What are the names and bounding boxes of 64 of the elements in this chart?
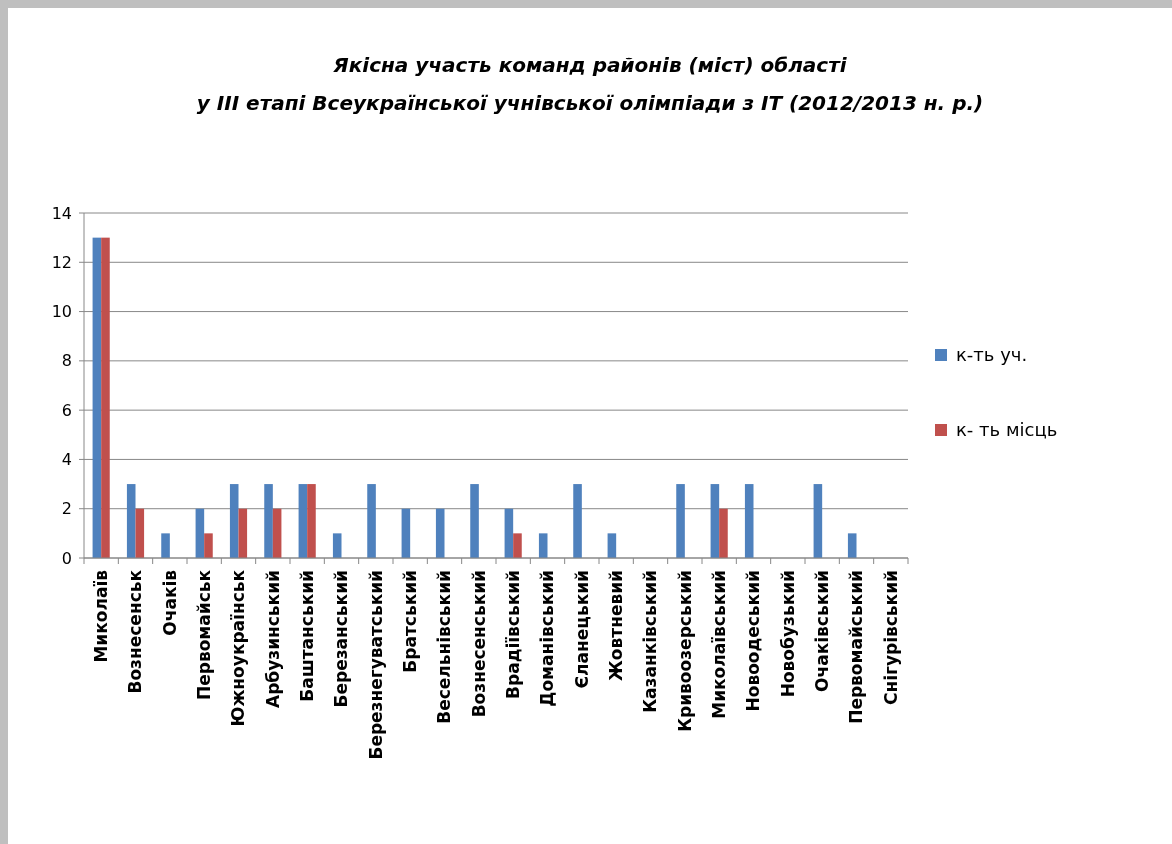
x-tick-label: Врадіївський <box>503 570 524 699</box>
y-tick-label: 4 <box>61 450 72 470</box>
bar <box>135 508 145 558</box>
x-tick-label: Братський <box>400 570 421 673</box>
bar <box>504 508 514 558</box>
bar <box>513 533 522 558</box>
bar <box>229 484 239 558</box>
x-tick-label: Очаківський <box>812 570 833 692</box>
bar <box>307 484 316 558</box>
bar <box>264 484 273 558</box>
x-tick-label: Кривоозерський <box>674 570 695 732</box>
x-tick-label: Снігурівський <box>880 570 901 705</box>
legend-label: к-ть уч. <box>956 344 1028 366</box>
y-tick-label: 12 <box>51 252 72 272</box>
x-tick-label: Вознесенський <box>468 570 489 718</box>
bar <box>607 533 617 558</box>
x-tick-label: Доманівський <box>537 570 558 707</box>
bar <box>298 484 308 558</box>
bar <box>813 484 823 558</box>
bar <box>272 508 282 558</box>
x-tick-label: Миколаїв <box>91 569 112 663</box>
bar <box>710 484 720 558</box>
x-tick-label: Березнегуватський <box>365 570 386 760</box>
bar <box>744 484 754 558</box>
y-tick-label: 6 <box>61 400 72 420</box>
bar <box>847 533 857 558</box>
x-tick-label: Казанківський <box>640 570 661 713</box>
y-tick-label: 0 <box>61 548 72 568</box>
y-tick-label: 10 <box>51 302 72 322</box>
chart-title: Якісна участь команд районів (міст) області у ІІІ етапі Всеукраїнської учнівської олімпіади з ІТ (2012/2013 н. р.) <box>196 53 984 115</box>
bar <box>101 237 110 558</box>
x-tick-label: Жовтневий <box>606 570 627 681</box>
bar <box>126 484 136 558</box>
x-tick-label: Миколаївський <box>709 570 730 719</box>
x-tick-label: Березанський <box>331 570 352 708</box>
y-tick-label: 2 <box>61 499 72 519</box>
bar <box>435 508 445 558</box>
x-tick-label: Первомайськ <box>194 569 215 701</box>
x-tick-label: Весельнівський <box>434 570 455 724</box>
x-tick-label: Южноукраїнськ <box>228 569 249 727</box>
y-tick-label: 8 <box>61 351 72 371</box>
legend-label: к- ть місць <box>956 419 1058 441</box>
bar <box>161 533 170 558</box>
bar <box>538 533 548 558</box>
x-tick-label: Баштанський <box>297 570 318 702</box>
bar <box>332 533 342 558</box>
x-tick-label: Вознесенськ <box>125 569 146 694</box>
bar <box>238 508 248 558</box>
x-tick-label: Новоодеський <box>743 570 764 712</box>
x-tick-label: Новобузький <box>777 570 798 698</box>
x-tick-label: Первомайський <box>846 570 867 724</box>
bar <box>367 484 376 558</box>
bar <box>573 484 582 558</box>
x-tick-label: Єланецький <box>571 570 592 689</box>
bar <box>470 484 479 558</box>
bar <box>676 484 685 558</box>
y-tick-label: 14 <box>51 203 72 223</box>
bar <box>195 508 205 558</box>
bar <box>204 533 213 558</box>
bar <box>92 237 102 558</box>
x-tick-label: Очаків <box>159 569 180 636</box>
bar <box>719 508 728 558</box>
bar <box>401 508 411 558</box>
x-tick-label: Арбузинський <box>262 570 283 709</box>
